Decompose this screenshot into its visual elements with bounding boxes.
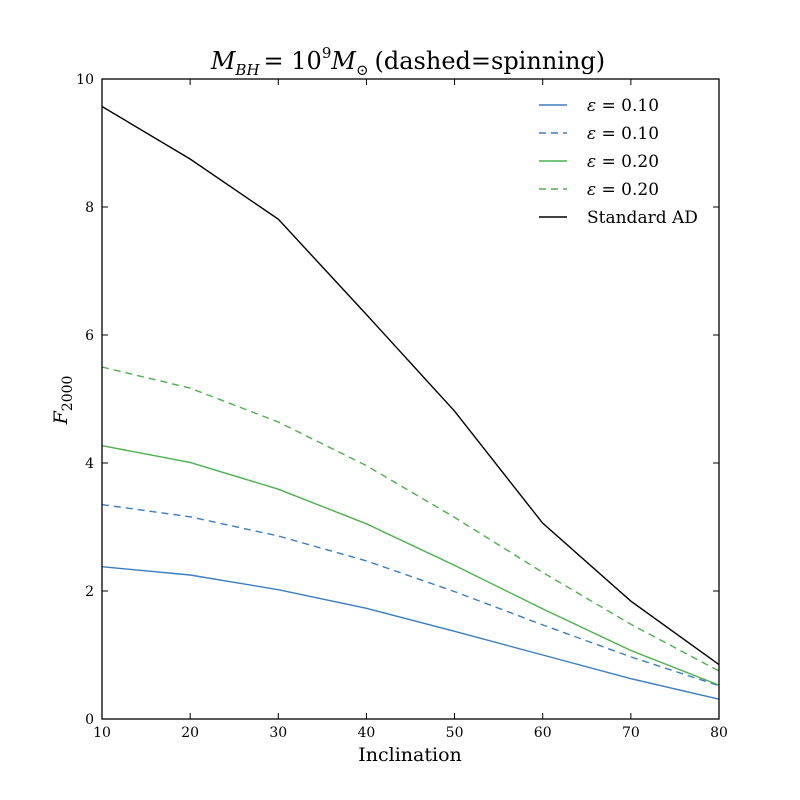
legend-label: Standard AD — [587, 208, 698, 228]
legend-label: ε = 0.20 — [587, 180, 659, 200]
y-tick-label: 4 — [85, 456, 94, 472]
x-tick-label: 50 — [446, 725, 464, 741]
x-tick-label: 30 — [269, 725, 287, 741]
axes-frame — [101, 78, 720, 720]
x-tick-label: 60 — [534, 725, 552, 741]
series-line-2 — [101, 503, 720, 687]
series-line-5 — [101, 105, 720, 666]
x-tick-label: 10 — [93, 725, 111, 741]
legend-label: ε = 0.10 — [587, 124, 659, 144]
y-tick-label: 2 — [85, 584, 94, 600]
y-tick-label: 8 — [85, 200, 94, 216]
series-line-3 — [101, 445, 720, 686]
y-axis-label: F2000 — [50, 376, 76, 426]
x-tick-label: 80 — [710, 725, 728, 741]
axes: 10 20 30 40 50 60 70 80 0 2 4 6 8 10 — [76, 72, 728, 741]
y-tick-label: 6 — [85, 328, 94, 344]
plot-area — [101, 105, 720, 700]
chart-title: MBH = 109M⊙ (dashed=spinning) — [210, 44, 605, 79]
series-line-1 — [101, 566, 720, 700]
x-tick-label: 20 — [181, 725, 199, 741]
x-axis-label: Inclination — [358, 744, 462, 766]
legend-label: ε = 0.20 — [587, 152, 659, 172]
y-tick-label: 10 — [76, 72, 94, 88]
legend: ε = 0.10 ε = 0.10 ε = 0.20 ε = 0.20 Standard… — [539, 96, 698, 228]
series-line-4 — [101, 366, 720, 672]
x-tick-label: 40 — [358, 725, 376, 741]
y-tick-label: 0 — [85, 712, 94, 728]
x-tick-label: 70 — [622, 725, 640, 741]
legend-label: ε = 0.10 — [587, 96, 659, 116]
